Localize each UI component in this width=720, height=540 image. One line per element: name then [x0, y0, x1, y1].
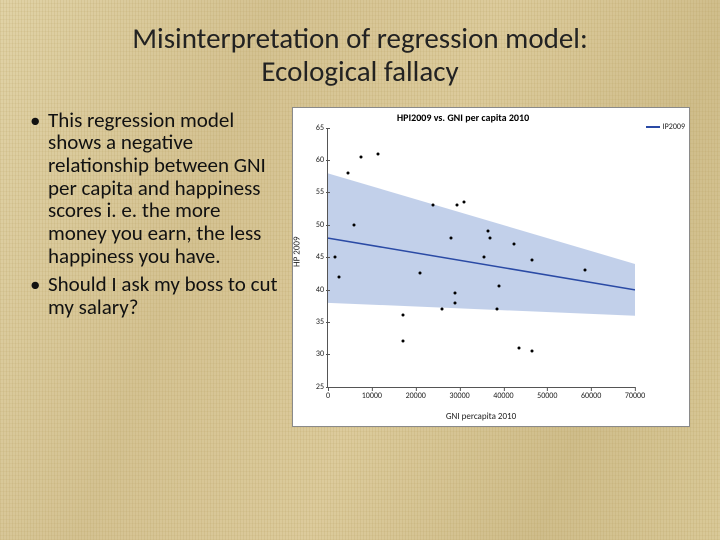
x-tick: 20000 [406, 391, 426, 401]
scatter-chart: HPI2009 vs. GNI per capita 2010 IP2009 H… [292, 107, 690, 427]
data-point [432, 204, 435, 207]
y-tick: 40 [300, 285, 324, 295]
data-point [482, 256, 485, 259]
data-point [346, 172, 349, 175]
data-point [401, 314, 404, 317]
chart-column: HPI2009 vs. GNI per capita 2010 IP2009 H… [292, 105, 692, 522]
data-point [449, 236, 452, 239]
data-point [530, 350, 533, 353]
x-tick: 0 [326, 391, 330, 401]
bullet-list: This regression model shows a negative r… [28, 109, 280, 319]
x-tick: 50000 [537, 391, 557, 401]
data-point [583, 269, 586, 272]
data-point [487, 230, 490, 233]
data-point [495, 308, 498, 311]
y-tick: 55 [300, 187, 324, 197]
data-point [489, 236, 492, 239]
chart-title: HPI2009 vs. GNI per capita 2010 [293, 111, 633, 124]
data-point [377, 152, 380, 155]
data-point [353, 223, 356, 226]
data-point [419, 272, 422, 275]
data-point [513, 243, 516, 246]
y-tick: 25 [300, 382, 324, 392]
y-tick: 60 [300, 155, 324, 165]
legend-label: IP2009 [663, 122, 685, 132]
data-point [517, 346, 520, 349]
bullet-column: This regression model shows a negative r… [28, 105, 280, 522]
y-tick: 50 [300, 220, 324, 230]
slide: Misinterpretation of regression model: E… [0, 0, 720, 540]
data-point [456, 204, 459, 207]
slide-title: Misinterpretation of regression model: E… [28, 22, 692, 89]
data-point [337, 275, 340, 278]
x-tick: 70000 [625, 391, 645, 401]
data-point [454, 291, 457, 294]
x-tick: 40000 [493, 391, 513, 401]
y-tick: 45 [300, 252, 324, 262]
plot-area: 2530354045505560650100002000030000400005… [327, 128, 635, 388]
data-point [498, 285, 501, 288]
y-tick: 35 [300, 317, 324, 327]
x-axis-label: GNI percapita 2010 [327, 411, 635, 422]
title-line-2: Ecological fallacy [261, 53, 458, 89]
data-point [462, 201, 465, 204]
chart-legend: IP2009 [646, 122, 685, 132]
bullet-item: Should I ask my boss to cut my salary? [28, 273, 280, 318]
content-row: This regression model shows a negative r… [28, 105, 692, 522]
data-point [530, 259, 533, 262]
data-point [333, 256, 336, 259]
data-point [441, 308, 444, 311]
data-point [359, 155, 362, 158]
y-tick: 65 [300, 123, 324, 133]
y-tick: 30 [300, 349, 324, 359]
data-point [454, 301, 457, 304]
data-point [401, 340, 404, 343]
legend-line-icon [646, 126, 660, 128]
bullet-item: This regression model shows a negative r… [28, 109, 280, 268]
ci-band [328, 173, 635, 315]
title-line-1: Misinterpretation of regression model: [132, 20, 587, 56]
x-tick: 10000 [362, 391, 382, 401]
x-tick: 60000 [581, 391, 601, 401]
x-tick: 30000 [449, 391, 469, 401]
